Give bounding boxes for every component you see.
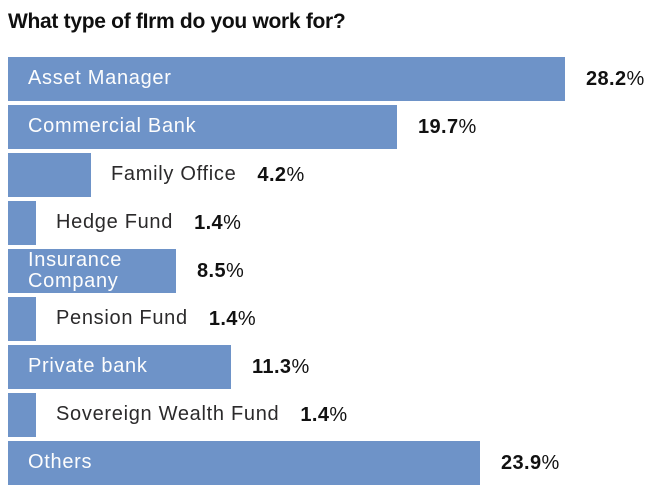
bar — [8, 393, 36, 438]
bar-row: Others 23.9% — [8, 441, 658, 486]
percent-sign: % — [223, 211, 242, 234]
value-label: 28.2% — [586, 67, 645, 90]
bar-row: Private bank 11.3% — [8, 345, 658, 390]
percent-sign: % — [458, 115, 477, 138]
bar-label: Hedge Fund — [56, 211, 174, 234]
bar-row: Commercial Bank 19.7% — [8, 105, 658, 150]
bar-label: Commercial Bank — [28, 115, 197, 138]
bar-label: Others — [28, 451, 93, 474]
bar — [8, 201, 36, 246]
bar: Others — [8, 441, 480, 486]
bar-row: Asset Manager 28.2% — [8, 57, 658, 102]
bar: Commercial Bank — [8, 105, 397, 150]
bar: Asset Manager — [8, 57, 565, 102]
value-label: 1.4% — [194, 211, 242, 234]
bar-label: Family Office — [111, 163, 237, 186]
value-label: 4.2% — [257, 163, 305, 186]
chart-title: What type of fIrm do you work for? — [8, 10, 346, 33]
value-label: 8.5% — [197, 259, 245, 282]
bar: Private bank — [8, 345, 231, 390]
bar: Insurance Company — [8, 248, 176, 294]
percent-sign: % — [237, 307, 257, 330]
value-label: 1.4% — [208, 307, 257, 330]
bar-row: Family Office 4.2% — [8, 153, 658, 198]
value-label: 19.7% — [418, 115, 477, 138]
percent-sign: % — [626, 67, 645, 90]
bar-chart: Asset Manager 28.2% Commercial Bank 19.7% Fa… — [8, 57, 658, 486]
bar-row: Sovereign Wealth Fund 1.4% — [8, 393, 658, 438]
percent-sign: % — [329, 403, 348, 426]
bar-label: Sovereign Wealth Fund — [56, 403, 280, 426]
bar-row: Insurance Company 8.5% — [8, 248, 658, 294]
bar-label: Insurance Company — [28, 248, 123, 293]
percent-sign: % — [291, 355, 310, 378]
bar — [8, 297, 36, 342]
bar-label: Asset Manager — [28, 67, 172, 90]
percent-sign: % — [286, 163, 305, 186]
percent-sign: % — [541, 451, 560, 474]
bar-row: Pension Fund 1.4% — [8, 297, 658, 342]
bar-label: Private bank — [28, 355, 148, 378]
percent-sign: % — [226, 259, 245, 282]
value-label: 1.4% — [300, 403, 348, 426]
bar — [8, 153, 91, 198]
value-label: 23.9% — [501, 451, 560, 474]
value-label: 11.3% — [252, 355, 310, 378]
bar-row: Hedge Fund 1.4% — [8, 201, 658, 246]
bar-label: Pension Fund — [56, 307, 188, 330]
